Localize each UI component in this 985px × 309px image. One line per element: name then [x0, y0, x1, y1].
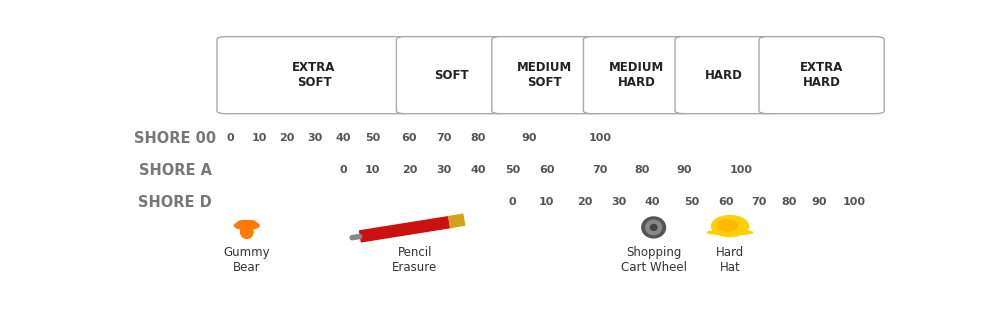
Ellipse shape: [711, 216, 749, 237]
FancyBboxPatch shape: [492, 36, 598, 114]
Text: 0: 0: [227, 133, 233, 143]
Text: 90: 90: [677, 165, 691, 175]
Text: 0: 0: [339, 165, 347, 175]
Text: EXTRA
HARD: EXTRA HARD: [800, 61, 843, 89]
Text: 60: 60: [718, 197, 734, 207]
Text: 100: 100: [730, 165, 753, 175]
Text: 30: 30: [612, 197, 626, 207]
Text: 40: 40: [335, 133, 351, 143]
Text: 20: 20: [402, 165, 417, 175]
Text: 20: 20: [577, 197, 593, 207]
Text: 30: 30: [307, 133, 322, 143]
Text: Gummy
Bear: Gummy Bear: [224, 246, 270, 273]
Text: 70: 70: [593, 165, 608, 175]
Text: 50: 50: [685, 197, 699, 207]
Text: Hard
Hat: Hard Hat: [716, 246, 744, 273]
Text: Pencil
Erasure: Pencil Erasure: [392, 246, 437, 273]
Text: MEDIUM
HARD: MEDIUM HARD: [609, 61, 664, 89]
FancyBboxPatch shape: [583, 36, 690, 114]
FancyBboxPatch shape: [217, 36, 411, 114]
Text: 100: 100: [843, 197, 866, 207]
Text: SHORE 00: SHORE 00: [134, 131, 216, 146]
FancyBboxPatch shape: [675, 36, 773, 114]
Ellipse shape: [240, 226, 253, 239]
Circle shape: [234, 222, 259, 229]
Text: 10: 10: [251, 133, 267, 143]
Text: 0: 0: [508, 197, 516, 207]
Text: 80: 80: [471, 133, 486, 143]
Text: 60: 60: [539, 165, 555, 175]
Text: 100: 100: [589, 133, 612, 143]
Ellipse shape: [707, 230, 753, 235]
Circle shape: [243, 221, 256, 225]
Text: 90: 90: [521, 133, 537, 143]
Text: 60: 60: [402, 133, 417, 143]
Text: 90: 90: [812, 197, 827, 207]
Text: 70: 70: [752, 197, 766, 207]
Text: EXTRA
SOFT: EXTRA SOFT: [293, 61, 336, 89]
Text: 10: 10: [539, 197, 555, 207]
Ellipse shape: [717, 220, 737, 231]
Text: SHORE D: SHORE D: [138, 195, 212, 210]
Ellipse shape: [646, 220, 662, 235]
Text: 30: 30: [436, 165, 451, 175]
FancyBboxPatch shape: [759, 36, 885, 114]
Text: 80: 80: [782, 197, 797, 207]
Text: 70: 70: [436, 133, 451, 143]
FancyBboxPatch shape: [396, 36, 506, 114]
Text: Shopping
Cart Wheel: Shopping Cart Wheel: [621, 246, 687, 273]
Text: 10: 10: [365, 165, 380, 175]
Text: 40: 40: [471, 165, 486, 175]
Text: 40: 40: [644, 197, 660, 207]
Text: SHORE A: SHORE A: [139, 163, 212, 178]
Text: 50: 50: [505, 165, 520, 175]
Text: 80: 80: [634, 165, 650, 175]
Text: HARD: HARD: [705, 69, 744, 82]
Text: SOFT: SOFT: [434, 69, 469, 82]
Circle shape: [237, 221, 250, 225]
Text: 50: 50: [365, 133, 380, 143]
Text: MEDIUM
SOFT: MEDIUM SOFT: [517, 61, 572, 89]
Text: 20: 20: [279, 133, 295, 143]
Ellipse shape: [642, 217, 666, 238]
Ellipse shape: [650, 224, 657, 231]
